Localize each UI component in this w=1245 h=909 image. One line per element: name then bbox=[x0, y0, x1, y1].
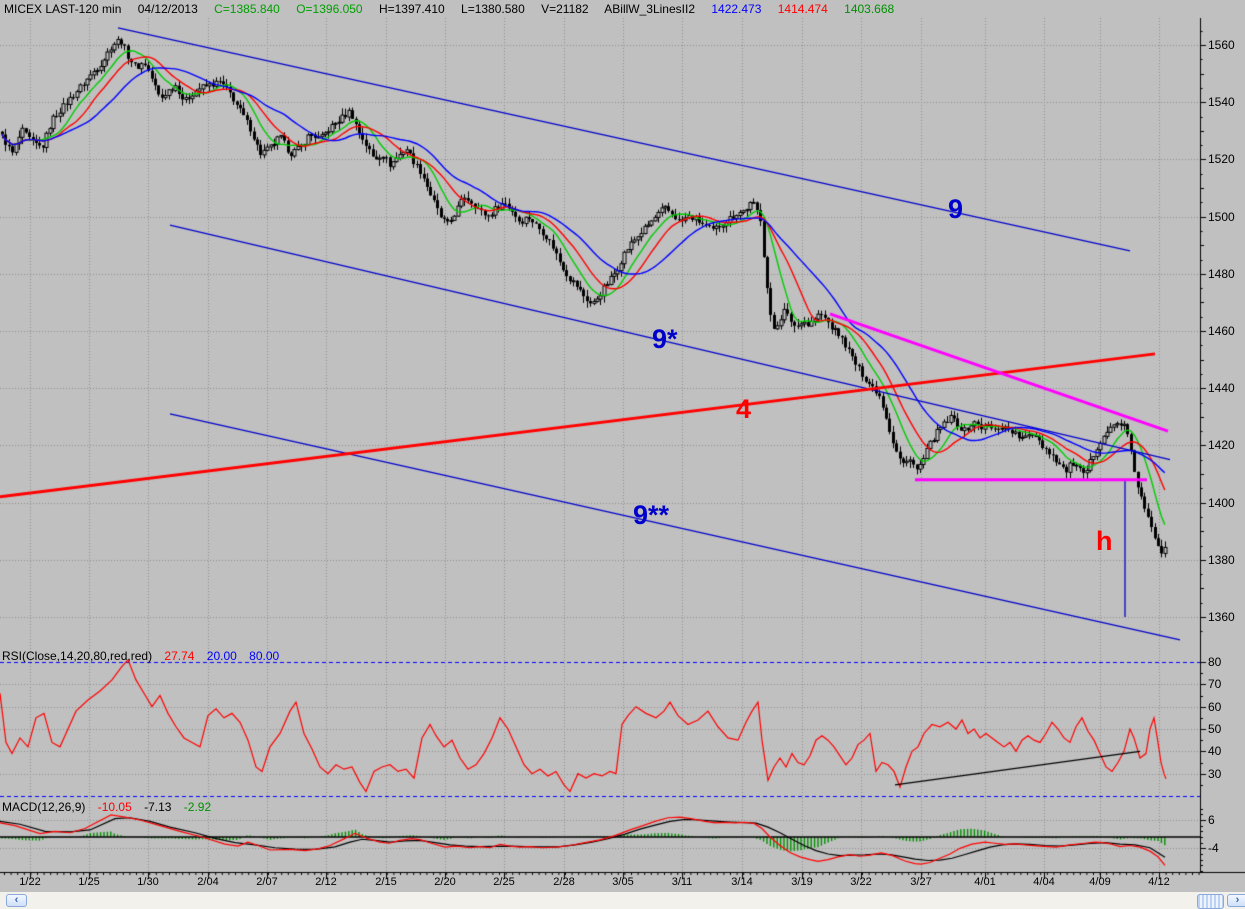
macd-name: MACD(12,26,9) bbox=[2, 800, 86, 814]
price-axis-tick: 1500 bbox=[1208, 210, 1235, 224]
trendline-annotation-4[interactable]: 4 bbox=[736, 394, 752, 424]
macd-hist-value: -2.92 bbox=[183, 800, 212, 814]
scroll-left-button[interactable]: ‹ bbox=[6, 894, 27, 907]
trendline-annotation-9s[interactable]: 9* bbox=[652, 324, 678, 354]
ma-mid-value: 1414.474 bbox=[777, 2, 828, 16]
price-axis-tick: 1380 bbox=[1208, 553, 1235, 567]
date-axis-label: 4/12 bbox=[1148, 876, 1170, 888]
scrollbar-thumb[interactable] bbox=[1197, 894, 1224, 909]
date-axis-label: 3/27 bbox=[910, 876, 932, 888]
rsi-axis-tick: 80 bbox=[1208, 655, 1222, 669]
date-axis-label: 4/04 bbox=[1033, 876, 1055, 888]
date-axis-label: 3/11 bbox=[671, 876, 693, 888]
volume-value: V=21182 bbox=[541, 2, 589, 16]
indicator-name: ABillW_3LinesII2 bbox=[604, 2, 695, 16]
rsi-value: 27.74 bbox=[164, 649, 195, 663]
rsi-name: RSI(Close,14,20,80,red,red) bbox=[2, 649, 153, 663]
trendline-annotation-9[interactable]: 9 bbox=[948, 194, 964, 224]
price-axis-tick: 1440 bbox=[1208, 381, 1235, 395]
price-axis-tick: 1560 bbox=[1208, 38, 1235, 52]
macd-axis-tick: 6 bbox=[1208, 813, 1215, 827]
date-axis-label: 2/04 bbox=[197, 876, 219, 888]
date-label: 04/12/2013 bbox=[137, 2, 198, 16]
macd-label-row: MACD(12,26,9) -10.05 -7.13 -2.92 bbox=[2, 800, 220, 814]
price-axis-tick: 1360 bbox=[1208, 610, 1235, 624]
date-axis-label: 4/01 bbox=[974, 876, 996, 888]
price-axis-tick: 1400 bbox=[1208, 496, 1235, 510]
date-axis-label: 1/22 bbox=[19, 876, 41, 888]
rsi-level-low: 20.00 bbox=[206, 649, 237, 663]
date-axis-label: 2/28 bbox=[553, 876, 575, 888]
price-axis-tick: 1520 bbox=[1208, 152, 1235, 166]
close-value: C=1385.840 bbox=[214, 2, 280, 16]
price-axis-tick: 1460 bbox=[1208, 324, 1235, 338]
high-value: H=1397.410 bbox=[378, 2, 445, 16]
date-axis-label: 2/20 bbox=[434, 876, 456, 888]
chevron-right-icon: › bbox=[1235, 894, 1240, 906]
date-axis-label: 2/07 bbox=[256, 876, 278, 888]
trendline-annotation-9ss[interactable]: 9** bbox=[633, 500, 670, 530]
date-axis-label: 2/12 bbox=[315, 876, 337, 888]
date-axis-label: 4/09 bbox=[1089, 876, 1111, 888]
rsi-axis-tick: 70 bbox=[1208, 677, 1222, 691]
date-axis-label: 2/25 bbox=[493, 876, 515, 888]
rsi-level-high: 80.00 bbox=[249, 649, 280, 663]
chart-header: MICEX LAST-120 min 04/12/2013 C=1385.840… bbox=[4, 2, 907, 16]
date-axis-label: 2/15 bbox=[375, 876, 397, 888]
date-axis-label: 3/22 bbox=[850, 876, 872, 888]
rsi-axis-tick: 40 bbox=[1208, 744, 1222, 758]
date-axis-label: 3/19 bbox=[791, 876, 813, 888]
price-axis-tick: 1480 bbox=[1208, 267, 1235, 281]
ma-fast-value: 1403.668 bbox=[844, 2, 895, 16]
date-axis-label: 3/14 bbox=[731, 876, 753, 888]
macd-signal-value: -7.13 bbox=[144, 800, 172, 814]
rsi-axis-tick: 50 bbox=[1208, 722, 1222, 736]
date-axis-label: 1/30 bbox=[137, 876, 159, 888]
rsi-axis-tick: 30 bbox=[1208, 767, 1222, 781]
date-axis-label: 1/25 bbox=[78, 876, 100, 888]
price-axis-tick: 1540 bbox=[1208, 95, 1235, 109]
open-value: O=1396.050 bbox=[296, 2, 363, 16]
chevron-left-icon: ‹ bbox=[14, 894, 19, 906]
low-value: L=1380.580 bbox=[461, 2, 525, 16]
trendline-annotation-h[interactable]: h bbox=[1096, 526, 1113, 556]
rsi-axis-tick: 60 bbox=[1208, 700, 1222, 714]
macd-value: -10.05 bbox=[97, 800, 132, 814]
rsi-label-row: RSI(Close,14,20,80,red,red) 27.74 20.00 … bbox=[2, 649, 288, 663]
macd-axis-tick: -4 bbox=[1208, 841, 1219, 855]
ma-slow-value: 1422.473 bbox=[711, 2, 762, 16]
horizontal-scrollbar[interactable] bbox=[0, 892, 1245, 909]
date-axis-label: 3/05 bbox=[612, 876, 634, 888]
scroll-right-button[interactable]: › bbox=[1227, 894, 1245, 907]
price-axis-tick: 1420 bbox=[1208, 438, 1235, 452]
symbol-label: MICEX LAST-120 min bbox=[4, 2, 122, 16]
